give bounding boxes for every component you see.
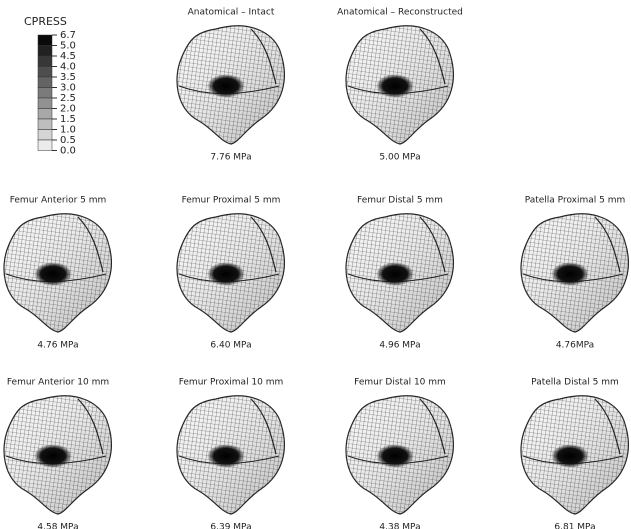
panel-caption: 4.58 MPa <box>37 523 78 529</box>
patella-mesh <box>521 214 628 332</box>
legend-swatch <box>38 35 52 46</box>
panel-title: Femur Distal 10 mm <box>354 378 446 388</box>
panel-caption: 4.96 MPa <box>379 341 420 351</box>
legend-swatch <box>38 130 52 141</box>
panel: Anatomical – Intact 7.76 MPa <box>177 8 284 163</box>
legend-label: 3.5 <box>60 72 76 83</box>
panel: Anatomical – Reconstructed 5.00 MPa <box>337 8 463 163</box>
panel: Femur Anterior 10 mm 4.58 MPa <box>4 378 111 529</box>
patella-mesh <box>4 214 111 332</box>
legend-swatch <box>38 88 52 99</box>
panel: Patella Proximal 5 mm 4.76MPa <box>521 196 628 351</box>
panel-caption: 4.76MPa <box>556 341 594 351</box>
legend-label: 1.0 <box>60 125 76 136</box>
legend-swatch <box>38 56 52 67</box>
panel: Femur Distal 5 mm 4.96 MPa <box>346 196 453 351</box>
legend-swatch <box>38 67 52 78</box>
legend-swatch <box>38 109 52 120</box>
legend-label: 1.5 <box>60 114 76 125</box>
patella-mesh <box>4 396 111 514</box>
legend-label: 3.0 <box>60 83 76 94</box>
panel-title: Femur Anterior 5 mm <box>10 196 107 206</box>
legend-swatch <box>38 77 52 88</box>
panel-title: Anatomical – Intact <box>188 8 275 18</box>
panel-title: Anatomical – Reconstructed <box>337 8 463 18</box>
patella-mesh <box>521 396 628 514</box>
panel-title: Femur Proximal 10 mm <box>179 378 284 388</box>
panel-title: Femur Proximal 5 mm <box>182 196 281 206</box>
panel-caption: 6.39 MPa <box>210 523 251 529</box>
legend-label: 6.7 <box>60 30 76 41</box>
panel-caption: 6.81 MPa <box>554 523 595 529</box>
legend-label: 0.5 <box>60 135 76 146</box>
panel-caption: 4.38 MPa <box>379 523 420 529</box>
legend-swatch <box>38 140 52 151</box>
patella-mesh <box>346 26 453 144</box>
legend-label: 2.5 <box>60 93 76 104</box>
panel-title: Patella Proximal 5 mm <box>525 196 626 206</box>
legend-label: 5.0 <box>60 41 76 52</box>
panel-title: Patella Distal 5 mm <box>531 378 619 388</box>
patella-mesh <box>177 26 284 144</box>
legend-swatch <box>38 98 52 109</box>
legend-label: 2.0 <box>60 104 76 115</box>
figure: CPRESS 6.75.04.54.03.53.02.52.01.51.00.5… <box>0 0 631 529</box>
legend-label: 4.0 <box>60 62 76 73</box>
panel: Femur Anterior 5 mm 4.76 MPa <box>4 196 111 351</box>
patella-mesh <box>177 396 284 514</box>
panel-caption: 4.76 MPa <box>37 341 78 351</box>
panel: Patella Distal 5 mm 6.81 MPa <box>521 378 628 529</box>
panel-caption: 7.76 MPa <box>210 153 251 163</box>
patella-mesh <box>346 396 453 514</box>
legend-label: 4.5 <box>60 51 76 62</box>
legend-swatch <box>38 46 52 57</box>
panel: Femur Proximal 5 mm 6.40 MPa <box>177 196 284 351</box>
panel-caption: 5.00 MPa <box>379 153 420 163</box>
panel: Femur Proximal 10 mm 6.39 MPa <box>177 378 284 529</box>
patella-mesh <box>346 214 453 332</box>
panel-caption: 6.40 MPa <box>210 341 251 351</box>
patella-mesh <box>177 214 284 332</box>
panel-title: Femur Distal 5 mm <box>357 196 443 206</box>
panel-title: Femur Anterior 10 mm <box>7 378 109 388</box>
legend-label: 0.0 <box>60 146 76 157</box>
legend-swatch <box>38 119 52 130</box>
legend-title: CPRESS <box>24 15 67 28</box>
panel: Femur Distal 10 mm 4.38 MPa <box>346 378 453 529</box>
